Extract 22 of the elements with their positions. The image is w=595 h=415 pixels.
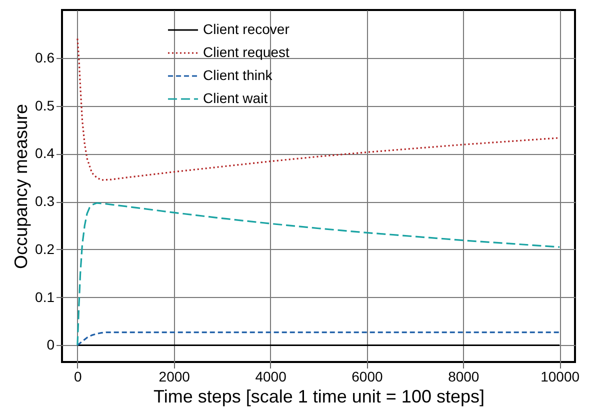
y-tick-label: 0.1 <box>35 288 55 305</box>
legend-label: Client wait <box>203 90 268 106</box>
y-tick-label: 0.2 <box>35 240 55 257</box>
legend-label: Client request <box>203 44 290 60</box>
x-tick-label: 10000 <box>540 368 580 384</box>
legend-label: Client think <box>203 67 274 83</box>
y-tick-label: 0.4 <box>35 145 55 162</box>
y-tick-label: 0.3 <box>35 193 55 210</box>
x-axis-title: Time steps [scale 1 time unit = 100 steps] <box>154 386 484 406</box>
x-tick-label: 4000 <box>255 368 287 384</box>
x-tick-label: 6000 <box>352 368 383 384</box>
line-series <box>76 38 560 181</box>
y-tick-label: 0.6 <box>35 49 55 66</box>
x-tick-label: 8000 <box>448 368 480 384</box>
line-series <box>76 332 560 346</box>
legend-label: Client recover <box>203 21 290 37</box>
x-tick-label: 0 <box>74 368 82 384</box>
line-series <box>76 202 560 346</box>
y-tick-label: 0.5 <box>35 97 55 114</box>
y-axis-title: Occupancy measure <box>11 104 32 270</box>
x-tick-label: 2000 <box>158 368 190 384</box>
y-tick-label: 0 <box>46 336 55 353</box>
